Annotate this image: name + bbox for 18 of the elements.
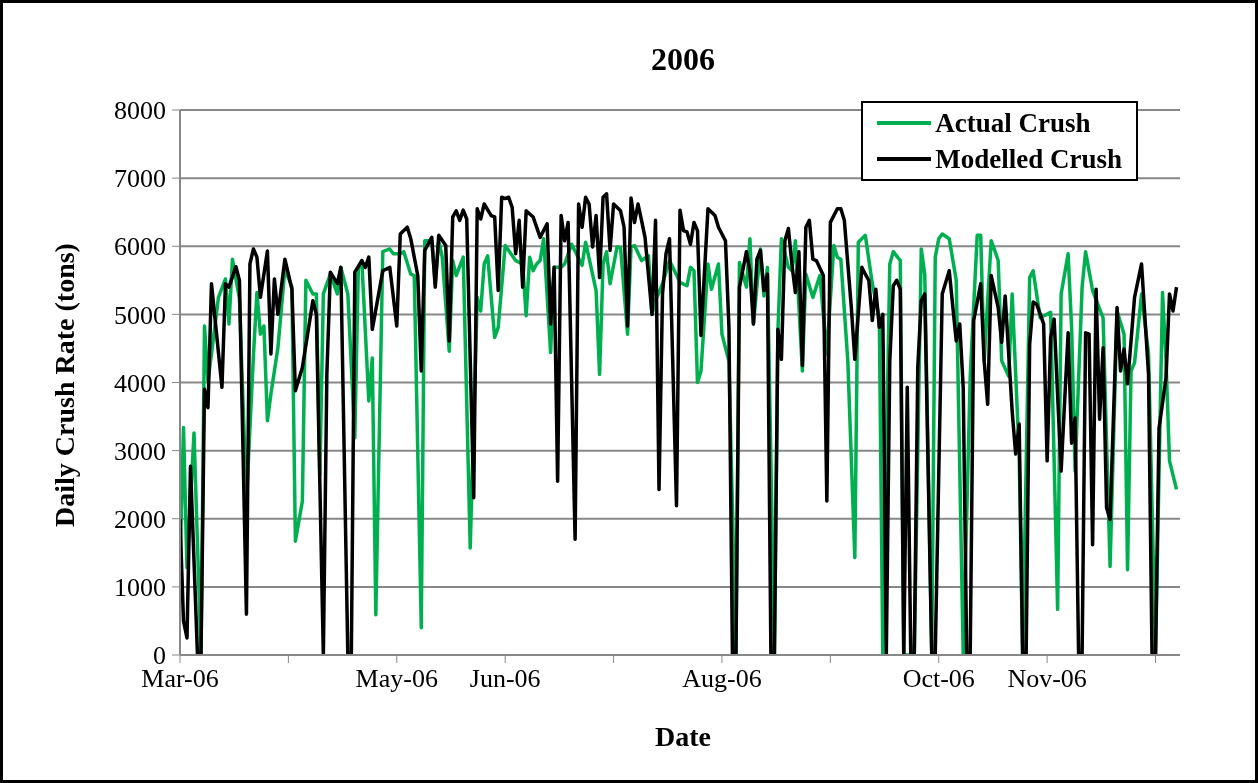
chart-title: 2006 <box>650 41 716 78</box>
y-axis-title: Daily Crush Rate (tons) <box>49 243 81 527</box>
y-tick-label: 7000 <box>114 164 166 194</box>
legend-label: Actual Crush <box>935 107 1091 139</box>
x-tick-label: Oct-06 <box>902 664 975 694</box>
y-tick-label: 5000 <box>114 300 166 330</box>
legend-label: Modelled Crush <box>935 143 1122 175</box>
x-tick-label: Nov-06 <box>1007 664 1087 694</box>
y-tick-label: 2000 <box>114 504 166 534</box>
x-tick-label: Aug-06 <box>682 664 762 694</box>
x-tick-label: Jun-06 <box>469 664 541 694</box>
y-tick-label: 3000 <box>114 436 166 466</box>
x-axis-title: Date <box>654 721 712 753</box>
y-tick-label: 4000 <box>114 368 166 398</box>
y-tick-label: 1000 <box>114 573 166 603</box>
x-tick-label: May-06 <box>355 664 438 694</box>
y-tick-label: 6000 <box>114 232 166 262</box>
y-tick-label: 8000 <box>114 96 166 126</box>
